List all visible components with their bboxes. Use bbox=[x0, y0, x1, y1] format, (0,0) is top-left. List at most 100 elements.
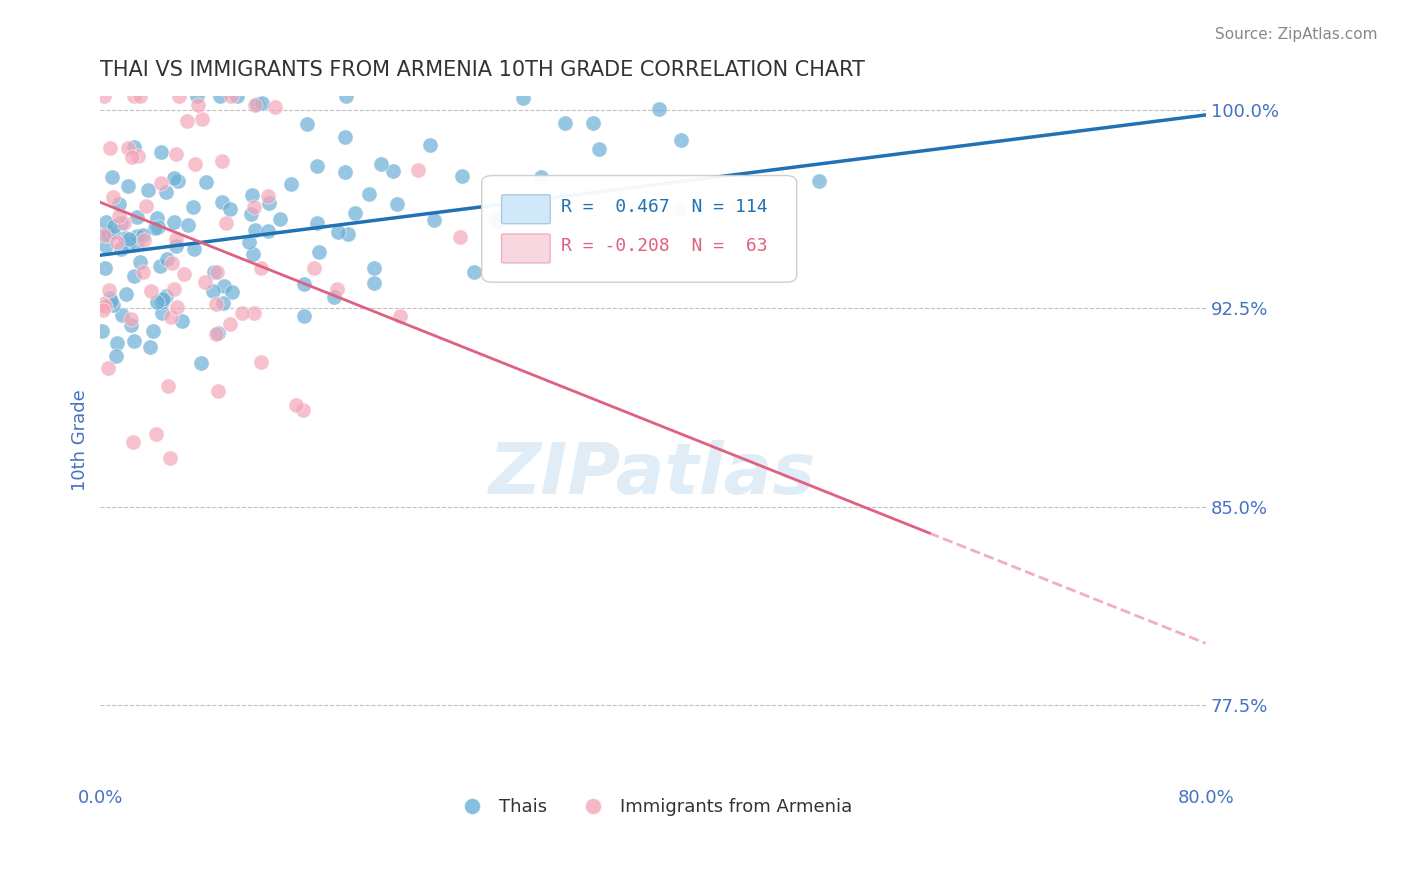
Point bbox=[94, 299, 117, 313]
Point bbox=[648, 102, 671, 116]
Point bbox=[136, 183, 159, 197]
Point bbox=[100, 294, 122, 309]
Point bbox=[93, 260, 115, 275]
Point bbox=[529, 169, 551, 184]
Point bbox=[159, 310, 181, 324]
Point bbox=[249, 260, 271, 275]
Point bbox=[118, 232, 141, 246]
FancyBboxPatch shape bbox=[482, 176, 797, 282]
Point bbox=[554, 116, 576, 130]
Point bbox=[219, 202, 242, 217]
Point bbox=[165, 239, 187, 253]
Point bbox=[108, 196, 131, 211]
Point bbox=[149, 145, 172, 159]
Point bbox=[156, 378, 179, 392]
Point bbox=[486, 213, 509, 227]
Point bbox=[139, 340, 162, 354]
Point bbox=[155, 185, 177, 199]
Point bbox=[308, 245, 330, 260]
Point bbox=[132, 233, 155, 247]
Point bbox=[146, 220, 169, 235]
Point bbox=[186, 89, 208, 103]
Point bbox=[370, 157, 392, 171]
Point bbox=[122, 268, 145, 283]
Point bbox=[326, 281, 349, 295]
Point bbox=[423, 212, 446, 227]
Point bbox=[512, 91, 534, 105]
Point bbox=[183, 242, 205, 256]
Point bbox=[125, 228, 148, 243]
Point bbox=[451, 169, 474, 183]
Point bbox=[122, 334, 145, 348]
Point bbox=[111, 308, 134, 322]
Point bbox=[149, 176, 172, 190]
Point bbox=[93, 227, 115, 242]
Point bbox=[110, 243, 132, 257]
Point bbox=[250, 355, 273, 369]
Point bbox=[269, 212, 291, 227]
Point bbox=[93, 297, 115, 311]
Point bbox=[125, 210, 148, 224]
Point bbox=[205, 327, 228, 342]
Point bbox=[103, 219, 125, 234]
Point bbox=[127, 148, 149, 162]
Point bbox=[114, 287, 136, 301]
Point bbox=[211, 195, 233, 210]
Point bbox=[145, 427, 167, 442]
Point bbox=[242, 247, 264, 261]
Point bbox=[333, 165, 356, 179]
Point bbox=[207, 265, 229, 279]
Point bbox=[463, 265, 485, 279]
Point bbox=[104, 350, 127, 364]
Point bbox=[160, 256, 183, 270]
Point bbox=[668, 202, 690, 216]
Point bbox=[207, 384, 229, 399]
Point bbox=[103, 225, 125, 239]
Point bbox=[212, 278, 235, 293]
Point bbox=[146, 295, 169, 310]
Point bbox=[242, 201, 264, 215]
Point bbox=[162, 215, 184, 229]
Point bbox=[165, 232, 187, 246]
Point bbox=[149, 259, 172, 273]
Point bbox=[97, 360, 120, 375]
Point bbox=[141, 284, 163, 298]
Text: Source: ZipAtlas.com: Source: ZipAtlas.com bbox=[1215, 27, 1378, 42]
Point bbox=[209, 89, 232, 103]
Point bbox=[183, 156, 205, 170]
Text: ZIPatlas: ZIPatlas bbox=[489, 441, 817, 509]
Point bbox=[150, 306, 173, 320]
Point bbox=[120, 311, 142, 326]
Point bbox=[129, 89, 152, 103]
Point bbox=[117, 178, 139, 193]
Point bbox=[212, 296, 235, 310]
Point bbox=[146, 211, 169, 225]
Point bbox=[202, 265, 225, 279]
Point bbox=[226, 89, 249, 103]
Point bbox=[240, 188, 263, 202]
Point bbox=[292, 402, 315, 417]
Point bbox=[167, 174, 190, 188]
Point bbox=[218, 317, 240, 331]
Point bbox=[284, 398, 307, 412]
Point bbox=[107, 209, 129, 223]
Point bbox=[419, 138, 441, 153]
Point bbox=[190, 356, 212, 370]
Point bbox=[93, 89, 115, 103]
Point bbox=[143, 221, 166, 235]
Point bbox=[302, 260, 325, 275]
Point bbox=[114, 231, 136, 245]
Point bbox=[363, 276, 385, 290]
Point bbox=[156, 252, 179, 266]
Point bbox=[335, 89, 357, 103]
Point bbox=[250, 95, 273, 110]
Point bbox=[167, 89, 190, 103]
Point bbox=[181, 200, 204, 214]
Point bbox=[110, 216, 132, 230]
Point bbox=[98, 283, 121, 297]
Point bbox=[231, 306, 253, 320]
Point bbox=[91, 303, 114, 318]
Point bbox=[155, 289, 177, 303]
Point bbox=[98, 291, 121, 305]
Point bbox=[238, 235, 260, 249]
